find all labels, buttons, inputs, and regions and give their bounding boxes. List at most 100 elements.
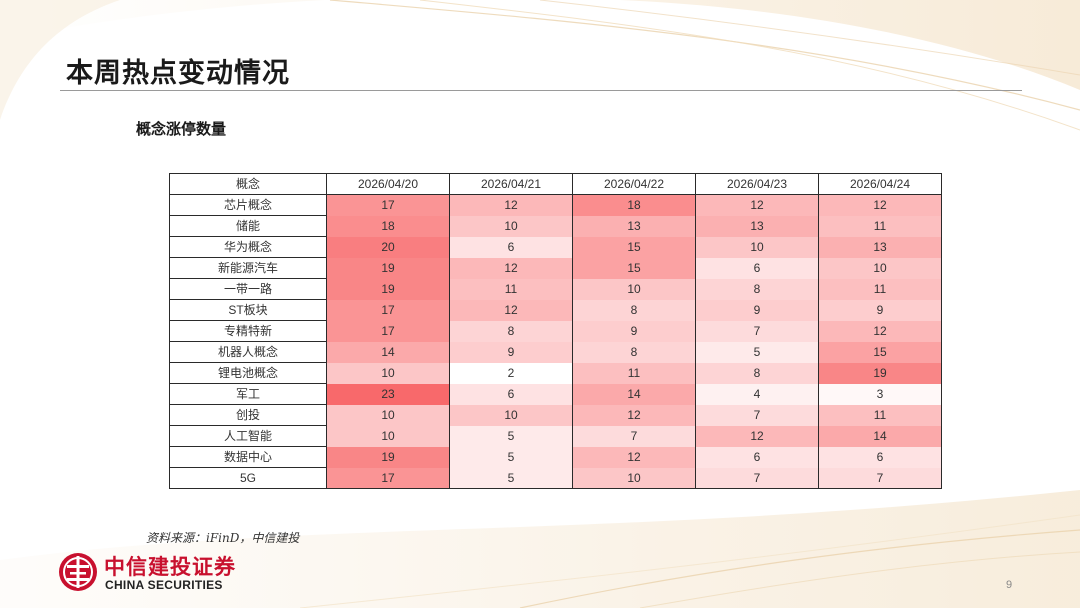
- concept-label: 专精特新: [169, 320, 327, 342]
- heat-cell: 8: [449, 320, 573, 342]
- heat-cell: 12: [449, 257, 573, 279]
- heat-cell: 17: [326, 194, 450, 216]
- heat-cell: 15: [818, 341, 942, 363]
- heat-cell: 11: [818, 404, 942, 426]
- heat-cell: 5: [449, 425, 573, 447]
- heat-cell: 13: [818, 236, 942, 258]
- heat-cell: 15: [572, 236, 696, 258]
- header-concept: 概念: [169, 173, 327, 195]
- heat-cell: 14: [326, 341, 450, 363]
- heat-cell: 5: [695, 341, 819, 363]
- page-number: 9: [1006, 579, 1013, 591]
- heat-cell: 11: [449, 278, 573, 300]
- heat-cell: 10: [449, 404, 573, 426]
- heat-cell: 9: [572, 320, 696, 342]
- heat-cell: 19: [326, 278, 450, 300]
- concept-label: 创投: [169, 404, 327, 426]
- heat-cell: 6: [695, 257, 819, 279]
- header-row: 概念 2026/04/20 2026/04/21 2026/04/22 2026…: [169, 173, 942, 195]
- brand-name-cn: 中信建投证券: [104, 554, 236, 579]
- table-row: 数据中心 19 5 12 6 6: [169, 446, 942, 468]
- heat-cell: 10: [572, 278, 696, 300]
- table-row: 芯片概念 17 12 18 12 12: [169, 194, 942, 216]
- table-row: 一带一路 19 11 10 8 11: [169, 278, 942, 300]
- concept-label: 华为概念: [169, 236, 327, 258]
- concept-label: 一带一路: [169, 278, 327, 300]
- concept-label: 锂电池概念: [169, 362, 327, 384]
- concept-label: 芯片概念: [169, 194, 327, 216]
- heat-cell: 13: [572, 215, 696, 237]
- heat-cell: 17: [326, 299, 450, 321]
- heat-cell: 6: [449, 236, 573, 258]
- heat-cell: 12: [449, 194, 573, 216]
- heat-cell: 4: [695, 383, 819, 405]
- heat-cell: 9: [695, 299, 819, 321]
- title-divider: [60, 90, 1022, 91]
- heat-cell: 7: [818, 467, 942, 489]
- heat-cell: 11: [818, 278, 942, 300]
- header-date: 2026/04/20: [326, 173, 450, 195]
- heat-cell: 12: [818, 320, 942, 342]
- heat-cell: 8: [572, 341, 696, 363]
- heat-cell: 23: [326, 383, 450, 405]
- heat-cell: 6: [818, 446, 942, 468]
- china-securities-logo-icon: [59, 553, 97, 591]
- heat-cell: 17: [326, 320, 450, 342]
- heat-cell: 5: [449, 467, 573, 489]
- header-date: 2026/04/21: [449, 173, 573, 195]
- table-title: 概念涨停数量: [136, 120, 227, 138]
- heat-cell: 11: [818, 215, 942, 237]
- heat-cell: 12: [449, 299, 573, 321]
- heat-cell: 6: [695, 446, 819, 468]
- heat-cell: 8: [695, 362, 819, 384]
- brand-name-en: CHINA SECURITIES: [105, 578, 223, 592]
- heat-cell: 10: [326, 362, 450, 384]
- heat-cell: 5: [449, 446, 573, 468]
- heat-cell: 14: [818, 425, 942, 447]
- table-row: 新能源汽车 19 12 15 6 10: [169, 257, 942, 279]
- heat-cell: 2: [449, 362, 573, 384]
- heat-cell: 10: [695, 236, 819, 258]
- heat-cell: 9: [818, 299, 942, 321]
- header-date: 2026/04/23: [695, 173, 819, 195]
- table-row: 人工智能 10 5 7 12 14: [169, 425, 942, 447]
- heat-cell: 10: [572, 467, 696, 489]
- heat-cell: 7: [572, 425, 696, 447]
- heat-cell: 10: [818, 257, 942, 279]
- heat-cell: 19: [326, 257, 450, 279]
- concept-label: 5G: [169, 467, 327, 489]
- heat-cell: 12: [818, 194, 942, 216]
- heat-cell: 17: [326, 467, 450, 489]
- concept-label: ST板块: [169, 299, 327, 321]
- table-row: ST板块 17 12 8 9 9: [169, 299, 942, 321]
- concept-label: 数据中心: [169, 446, 327, 468]
- heat-cell: 19: [818, 362, 942, 384]
- heat-cell: 7: [695, 404, 819, 426]
- heat-cell: 18: [572, 194, 696, 216]
- concept-label: 机器人概念: [169, 341, 327, 363]
- concept-label: 军工: [169, 383, 327, 405]
- table-row: 储能 18 10 13 13 11: [169, 215, 942, 237]
- heat-cell: 12: [695, 194, 819, 216]
- heat-cell: 14: [572, 383, 696, 405]
- source-note: 资料来源：iFinD，中信建投: [146, 531, 300, 545]
- header-date: 2026/04/22: [572, 173, 696, 195]
- heat-cell: 20: [326, 236, 450, 258]
- table-row: 5G 17 5 10 7 7: [169, 467, 942, 489]
- heat-cell: 10: [449, 215, 573, 237]
- heat-cell: 18: [326, 215, 450, 237]
- concept-label: 新能源汽车: [169, 257, 327, 279]
- page-title: 本周热点变动情况: [66, 58, 290, 89]
- table-row: 创投 10 10 12 7 11: [169, 404, 942, 426]
- concept-label: 储能: [169, 215, 327, 237]
- heat-cell: 8: [695, 278, 819, 300]
- table-row: 专精特新 17 8 9 7 12: [169, 320, 942, 342]
- heat-cell: 13: [695, 215, 819, 237]
- heatmap-table: 概念 2026/04/20 2026/04/21 2026/04/22 2026…: [169, 173, 942, 489]
- table-row: 锂电池概念 10 2 11 8 19: [169, 362, 942, 384]
- heat-cell: 19: [326, 446, 450, 468]
- heat-cell: 10: [326, 425, 450, 447]
- heat-cell: 12: [572, 404, 696, 426]
- table-row: 机器人概念 14 9 8 5 15: [169, 341, 942, 363]
